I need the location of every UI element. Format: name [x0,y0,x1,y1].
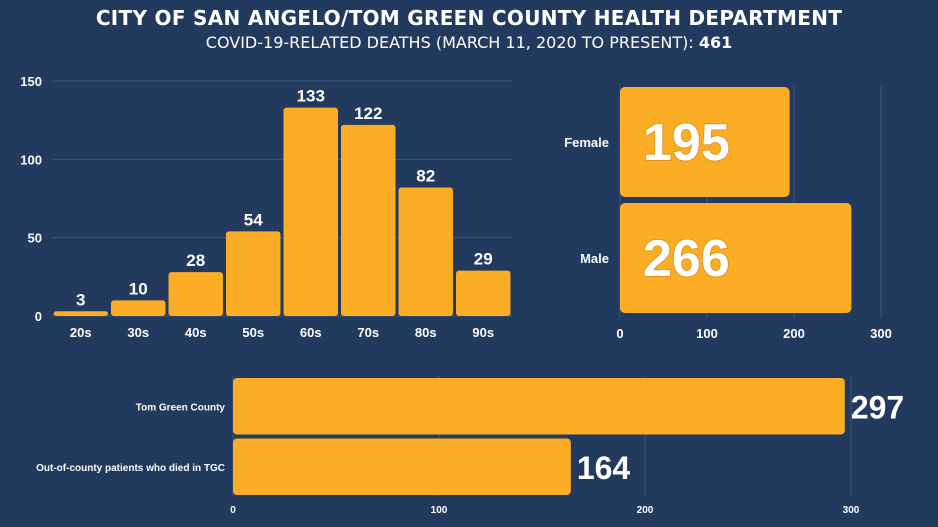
bar-40s [168,272,223,316]
x-tick-label: 300 [870,326,892,341]
y-tick-label: Out-of-county patients who died in TGC [36,463,225,474]
bar-residence-0 [233,378,845,435]
total-deaths: 461 [698,33,733,52]
x-tick-label: 60s [300,325,322,340]
y-tick-label: Male [580,251,609,266]
x-tick-label: 20s [70,325,92,340]
sex-chart: 0 100 200 300 Female 195 Male 266 [564,86,892,341]
bar-90s [456,270,511,316]
x-tick-label: 70s [357,325,379,340]
bar-50s [226,231,281,316]
x-tick-label: 50s [242,325,264,340]
data-label: 29 [474,250,493,269]
x-tick-label: 90s [472,325,494,340]
page-title: CITY OF SAN ANGELO/TOM GREEN COUNTY HEAL… [95,6,843,30]
data-label: 82 [416,167,435,186]
y-tick-label: Tom Green County [136,402,226,413]
x-tick-label: 100 [431,505,448,516]
y-tick-label: 0 [35,309,42,324]
x-tick-label: 100 [696,326,718,341]
data-label: 195 [643,114,730,172]
data-label: 297 [851,389,904,425]
x-tick-label: 80s [415,325,437,340]
x-tick-label: 0 [230,505,236,516]
bar-30s [111,300,166,316]
data-label: 122 [354,104,382,123]
residence-chart: 0 100 200 300 Tom Green County 297 Out-of-coun… [36,376,904,516]
bar-60s [283,107,338,316]
data-label: 3 [76,290,85,309]
data-label: 266 [643,230,730,288]
bar-20s [53,311,108,316]
y-tick-label: 50 [28,231,42,246]
x-tick-label: 300 [843,505,860,516]
data-label: 54 [244,210,263,229]
bar-male [620,203,852,313]
y-tick-label: 150 [20,74,42,89]
page-subtitle: COVID-19-RELATED DEATHS (MARCH 11, 2020 … [0,33,938,52]
bar-80s [398,187,453,316]
data-label: 28 [186,251,205,270]
data-label: 10 [129,279,148,298]
bar-70s [341,124,396,316]
y-tick-label: 100 [20,152,42,167]
subtitle-text: COVID-19-RELATED DEATHS (MARCH 11, 2020 … [205,33,694,52]
x-tick-label: 0 [616,326,623,341]
x-tick-label: 200 [783,326,805,341]
x-tick-label: 30s [127,325,149,340]
x-tick-label: 40s [185,325,207,340]
age-chart: 0 50 100 150 3 20s 10 30s 28 40s 54 50s 133 60s 122 70s… [20,74,512,340]
data-label: 133 [297,87,325,106]
y-tick-label: Female [564,135,609,150]
x-tick-label: 200 [637,505,654,516]
bar-residence-1 [233,438,571,495]
bar-female [620,87,790,197]
data-label: 164 [577,450,631,486]
